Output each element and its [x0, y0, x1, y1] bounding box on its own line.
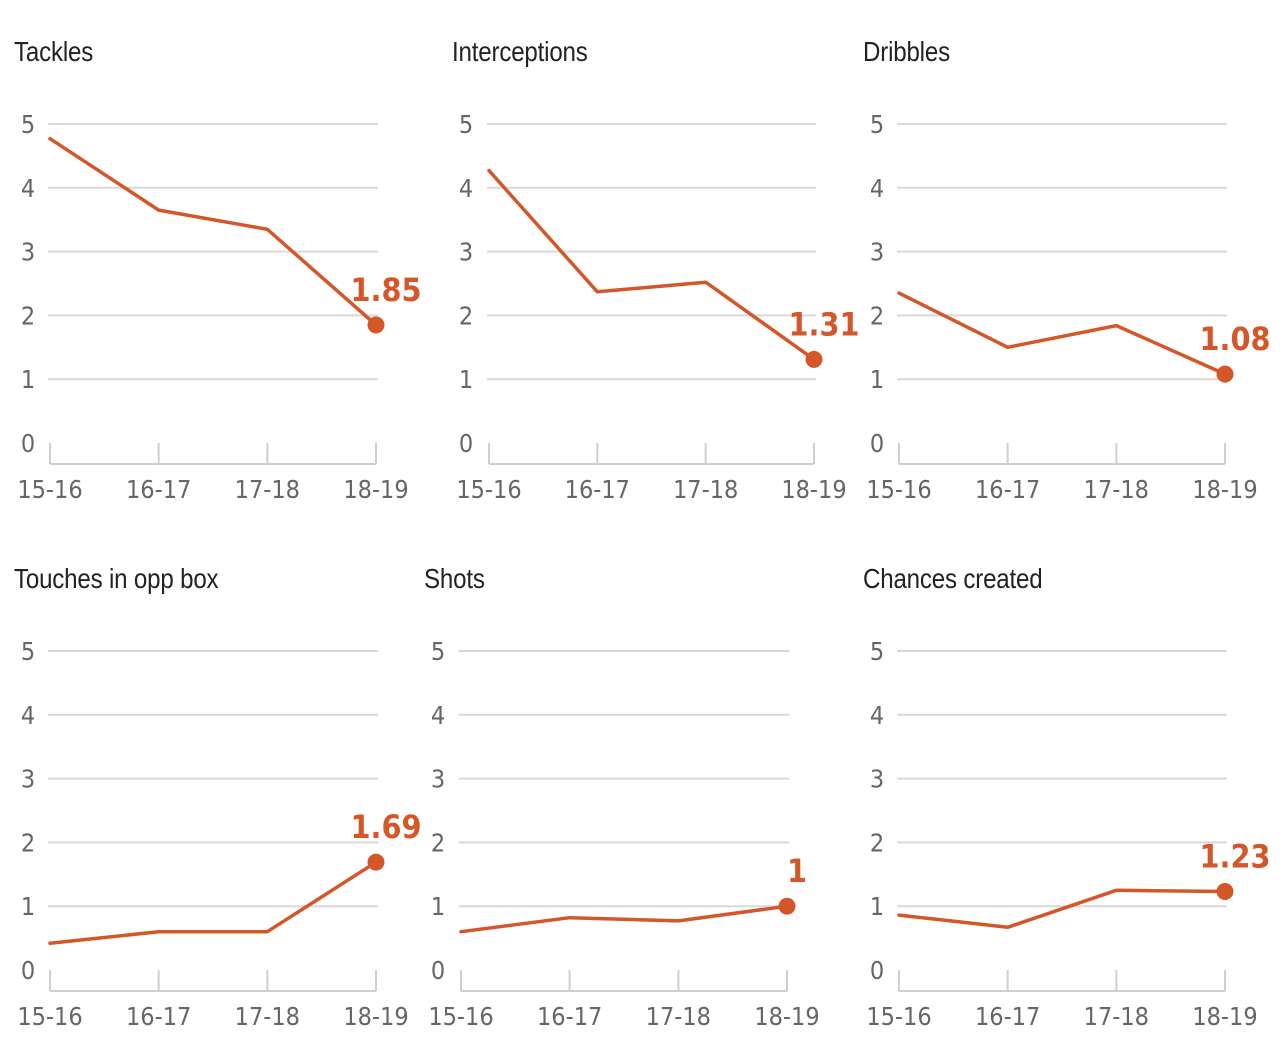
end-value-label: 1.23: [1199, 838, 1270, 876]
end-point-dot: [778, 897, 796, 915]
y-tick-label: 0: [870, 429, 884, 458]
series-line: [48, 860, 378, 945]
end-point-dot: [367, 853, 385, 871]
y-tick-label: 4: [870, 701, 884, 730]
y-tick-label: 5: [459, 110, 473, 139]
end-point-dot: [1216, 365, 1234, 383]
x-tick-label: 16-17: [126, 475, 191, 504]
series-line: [48, 136, 378, 327]
y-tick-label: 3: [21, 765, 35, 794]
x-tick-label: 15-16: [866, 1002, 931, 1031]
y-tick-label: 4: [459, 174, 473, 203]
series-line: [897, 291, 1227, 376]
y-tick-label: 3: [459, 238, 473, 267]
x-tick-label: 16-17: [975, 1002, 1040, 1031]
y-tick-label: 3: [21, 238, 35, 267]
x-tick-label: 18-19: [343, 475, 408, 504]
x-tick-label: 15-16: [428, 1002, 493, 1031]
y-tick-label: 5: [21, 637, 35, 666]
x-tick-label: 17-18: [673, 475, 738, 504]
chart-title-shots: Shots: [424, 563, 485, 594]
y-tick-label: 2: [459, 301, 473, 330]
y-tick-label: 4: [431, 701, 445, 730]
x-tick-label: 18-19: [781, 475, 846, 504]
y-tick-label: 4: [21, 701, 35, 730]
y-tick-label: 5: [870, 637, 884, 666]
x-tick-label: 17-18: [235, 1002, 300, 1031]
x-tick-label: 17-18: [235, 475, 300, 504]
chart-title-interceptions: Interceptions: [452, 36, 588, 67]
y-tick-label: 4: [21, 174, 35, 203]
end-point-dot: [805, 350, 823, 368]
y-tick-label: 2: [21, 828, 35, 857]
y-tick-label: 5: [431, 637, 445, 666]
end-value-label: 1.31: [788, 305, 859, 343]
x-tick-label: 17-18: [1084, 475, 1149, 504]
x-tick-label: 18-19: [343, 1002, 408, 1031]
y-tick-label: 3: [870, 765, 884, 794]
y-tick-label: 1: [21, 365, 35, 394]
x-tick-label: 15-16: [17, 475, 82, 504]
chart-title-tackles: Tackles: [14, 36, 94, 67]
series-line: [487, 168, 816, 362]
series-line: [897, 888, 1227, 930]
x-tick-label: 16-17: [565, 475, 630, 504]
y-tick-label: 1: [870, 365, 884, 394]
y-tick-label: 3: [870, 238, 884, 267]
chart-title-dribbles: Dribbles: [863, 36, 950, 67]
y-tick-label: 2: [870, 301, 884, 330]
x-tick-label: 17-18: [1084, 1002, 1149, 1031]
x-tick-label: 17-18: [646, 1002, 711, 1031]
y-tick-label: 0: [459, 429, 473, 458]
end-value-label: 1.08: [1199, 320, 1270, 358]
end-point-dot: [1216, 883, 1234, 901]
end-value-label: 1.85: [350, 271, 421, 309]
y-tick-label: 0: [21, 429, 35, 458]
end-value-label: 1.69: [350, 808, 421, 846]
y-tick-label: 1: [431, 892, 445, 921]
chart-title-touches-in-opp-box: Touches in opp box: [14, 563, 219, 594]
x-tick-label: 16-17: [126, 1002, 191, 1031]
x-tick-label: 16-17: [537, 1002, 602, 1031]
y-tick-label: 2: [431, 828, 445, 857]
x-tick-label: 16-17: [975, 475, 1040, 504]
y-tick-label: 2: [870, 828, 884, 857]
y-tick-label: 5: [870, 110, 884, 139]
y-tick-label: 0: [431, 956, 445, 985]
x-tick-label: 18-19: [1192, 475, 1257, 504]
y-tick-label: 1: [21, 892, 35, 921]
y-tick-label: 1: [870, 892, 884, 921]
y-tick-label: 2: [21, 301, 35, 330]
end-point-dot: [367, 316, 385, 334]
y-tick-label: 5: [21, 110, 35, 139]
x-tick-label: 18-19: [754, 1002, 819, 1031]
y-tick-label: 4: [870, 174, 884, 203]
y-tick-label: 3: [431, 765, 445, 794]
chart-title-chances-created: Chances created: [863, 563, 1043, 594]
y-tick-label: 0: [870, 956, 884, 985]
x-tick-label: 18-19: [1192, 1002, 1257, 1031]
x-tick-label: 15-16: [17, 1002, 82, 1031]
end-value-label: 1: [787, 852, 807, 890]
series-line: [459, 904, 789, 934]
x-tick-label: 15-16: [456, 475, 521, 504]
x-tick-label: 15-16: [866, 475, 931, 504]
y-tick-label: 0: [21, 956, 35, 985]
y-tick-label: 1: [459, 365, 473, 394]
